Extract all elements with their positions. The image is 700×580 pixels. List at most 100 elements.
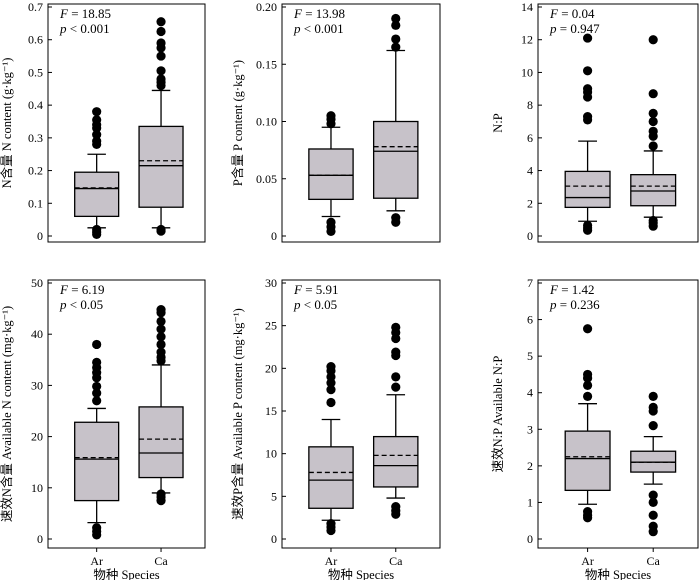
- y-axis-label: 速效N含量 Available N content (mg·kg⁻¹): [0, 306, 14, 522]
- outlier-point: [391, 322, 401, 332]
- p-value: < 0.05: [67, 297, 104, 312]
- y-tick-label: 0.6: [28, 33, 43, 47]
- outlier-point: [391, 34, 401, 44]
- iqr-box: [630, 174, 677, 207]
- iqr-box: [308, 148, 354, 201]
- y-tick-label: 0: [527, 229, 533, 243]
- f-symbol: F: [59, 6, 69, 21]
- y-tick-label: 0: [271, 229, 277, 243]
- y-tick-label: 0: [527, 532, 533, 546]
- outlier-point: [92, 339, 102, 350]
- outlier-point: [391, 13, 401, 24]
- p-statistic: p = 0.947: [549, 21, 600, 36]
- outlier-point: [156, 17, 166, 27]
- outlier-point: [648, 490, 658, 500]
- y-tick-label: 50: [31, 276, 43, 290]
- iqr-box: [308, 446, 354, 509]
- y-tick-label: 0.1: [28, 196, 43, 210]
- f-statistic: F = 0.04: [549, 6, 595, 21]
- y-tick-label: 1: [527, 495, 533, 509]
- outlier-point: [648, 89, 658, 99]
- y-tick-label: 0.15: [256, 57, 277, 71]
- outlier-point: [391, 20, 401, 30]
- y-tick-label: 12: [521, 33, 533, 47]
- p-statistic: p < 0.05: [293, 297, 337, 312]
- y-tick-label: 20: [31, 430, 43, 444]
- x-axis-label: 物种 Species: [328, 568, 394, 580]
- outlier-point: [92, 107, 102, 117]
- f-symbol: F: [59, 282, 69, 297]
- x-tick-label: Ca: [647, 554, 661, 568]
- y-axis-label: 速效P含量 Available P content (mg·kg⁻¹): [230, 308, 245, 520]
- outlier-point: [583, 84, 593, 94]
- outlier-point: [156, 51, 166, 61]
- box-group-ar: [564, 33, 611, 235]
- y-axis-label: N含量 N content (g·kg⁻¹): [0, 58, 14, 189]
- y-tick-label: 0.4: [28, 98, 43, 112]
- iqr-box: [138, 406, 184, 479]
- outlier-point: [156, 332, 166, 342]
- outlier-point: [92, 115, 102, 125]
- p-statistic: p < 0.001: [59, 21, 110, 36]
- y-tick-label: 6: [527, 131, 533, 145]
- iqr-box: [74, 171, 120, 218]
- box-group-ca: [372, 13, 419, 227]
- x-tick-label: Ca: [389, 554, 403, 568]
- box-group-ca: Ca: [372, 322, 419, 568]
- y-tick-label: 14: [521, 0, 533, 14]
- y-tick-label: 0.7: [28, 0, 43, 14]
- y-tick-label: 0: [37, 532, 43, 546]
- f-statistic: F = 13.98: [293, 6, 345, 21]
- y-tick-label: 0: [37, 229, 43, 243]
- p-symbol: p: [293, 297, 301, 312]
- y-tick-label: 6: [527, 313, 533, 327]
- outlier-point: [156, 324, 166, 334]
- panel-frame: [47, 3, 206, 243]
- box-group-ca: Ca: [630, 391, 677, 568]
- f-symbol: F: [549, 282, 559, 297]
- p-value: < 0.001: [301, 21, 344, 36]
- outlier-point: [326, 362, 336, 372]
- p-statistic: p < 0.05: [59, 297, 103, 312]
- outlier-point: [648, 391, 658, 401]
- y-tick-label: 2: [527, 196, 533, 210]
- x-tick-label: Ar: [325, 554, 338, 568]
- p-symbol: p: [59, 21, 67, 36]
- iqr-box: [564, 430, 611, 492]
- outlier-point: [156, 38, 166, 48]
- y-tick-label: 0.10: [256, 115, 277, 129]
- iqr-box: [372, 435, 419, 488]
- box-group-ar: [308, 111, 354, 237]
- y-tick-label: 0: [271, 532, 277, 546]
- outlier-point: [583, 380, 593, 390]
- outlier-point: [583, 324, 593, 334]
- f-symbol: F: [293, 6, 303, 21]
- p-statistic: p < 0.001: [293, 21, 344, 36]
- y-tick-label: 0.05: [256, 172, 277, 186]
- p-symbol: p: [59, 297, 67, 312]
- y-tick-label: 5: [271, 489, 277, 503]
- f-statistic: F = 6.19: [59, 282, 105, 297]
- outlier-point: [92, 129, 102, 140]
- outlier-point: [92, 388, 102, 398]
- y-tick-label: 0.5: [28, 65, 43, 79]
- panel-6: 0 1 2 3 4 5 6 7 速效N:P Available N:P F = 1.42p = 0…: [490, 276, 699, 580]
- p-value: = 0.947: [557, 21, 601, 36]
- outlier-point: [583, 111, 593, 122]
- y-tick-label: 30: [265, 276, 277, 290]
- f-statistic: F = 18.85: [59, 6, 111, 21]
- outlier-point: [583, 391, 593, 401]
- box-group-ar: [74, 107, 120, 239]
- f-value: = 0.04: [558, 6, 595, 21]
- y-tick-label: 40: [31, 327, 43, 341]
- p-value: < 0.05: [301, 297, 338, 312]
- outlier-point: [391, 372, 401, 382]
- outlier-point: [391, 347, 401, 357]
- outlier-point: [156, 66, 166, 76]
- y-tick-label: 3: [527, 422, 533, 436]
- outlier-point: [583, 506, 593, 517]
- y-tick-label: 2: [527, 459, 533, 473]
- iqr-box: [74, 421, 120, 502]
- box-group-ca: Ca: [138, 305, 184, 568]
